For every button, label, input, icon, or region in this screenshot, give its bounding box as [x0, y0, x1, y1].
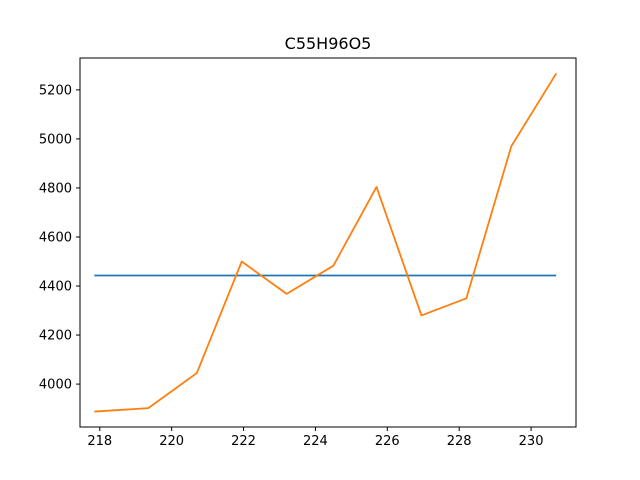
x-tick-label: 224: [303, 434, 328, 449]
y-tick-label: 4200: [39, 329, 72, 344]
axes: 218 220 222 224 226 228 230 4000 4200 4400 4600 480…: [39, 57, 577, 449]
x-tick-label: 218: [87, 434, 112, 449]
x-tick-label: 222: [231, 434, 256, 449]
x-tick-label: 228: [447, 434, 472, 449]
plot-area: [94, 72, 557, 413]
chart-title: C55H96O5: [285, 34, 372, 53]
x-tick-label: 226: [375, 434, 400, 449]
y-tick-label: 4000: [39, 378, 72, 393]
axes-frame: [79, 57, 577, 428]
y-tick-label: 4400: [39, 280, 72, 295]
y-tick-label: 5000: [39, 132, 72, 147]
x-tick-label: 220: [159, 434, 184, 449]
y-tick-label: 4800: [39, 181, 72, 196]
series-line-2: [94, 72, 557, 413]
y-tick-label: 5200: [39, 83, 72, 98]
y-tick-label: 4600: [39, 230, 72, 245]
x-tick-label: 230: [519, 434, 544, 449]
